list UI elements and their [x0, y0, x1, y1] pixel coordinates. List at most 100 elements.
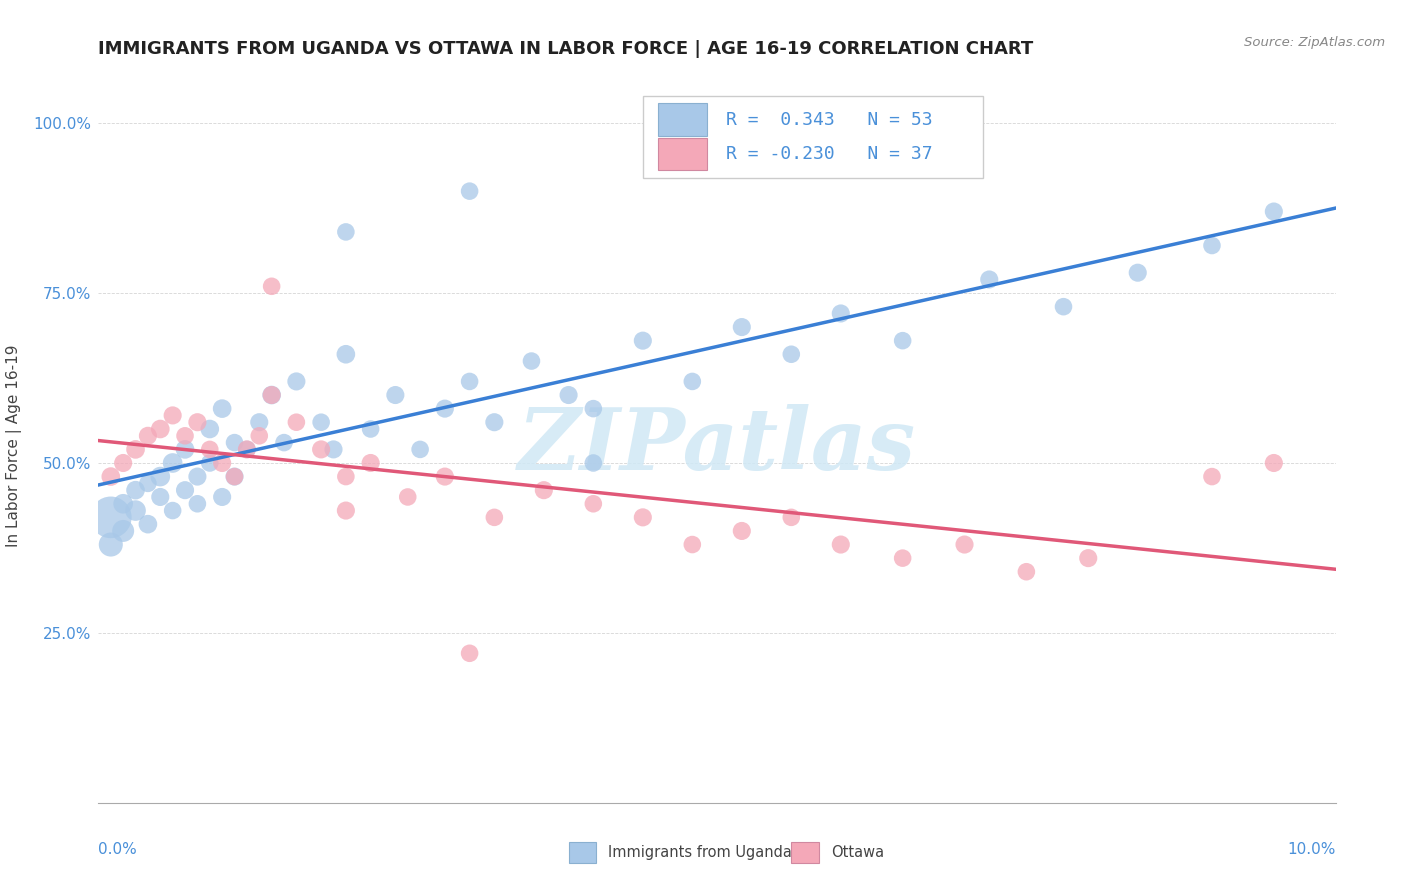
Point	[1126, 266, 1149, 280]
Bar	[792, 842, 818, 863]
Point	[186, 415, 208, 429]
Point	[433, 469, 456, 483]
Bar	[658, 103, 707, 136]
Point	[149, 490, 172, 504]
Point	[458, 375, 481, 389]
Point	[582, 456, 605, 470]
Point	[236, 442, 259, 457]
Text: IMMIGRANTS FROM UGANDA VS OTTAWA IN LABOR FORCE | AGE 16-19 CORRELATION CHART: IMMIGRANTS FROM UGANDA VS OTTAWA IN LABO…	[98, 40, 1033, 58]
Point	[484, 510, 506, 524]
FancyBboxPatch shape	[643, 96, 983, 178]
Point	[224, 469, 246, 483]
Text: R = -0.230   N = 37: R = -0.230 N = 37	[725, 145, 932, 162]
Text: ZIPatlas: ZIPatlas	[517, 404, 917, 488]
Point	[260, 388, 283, 402]
Point	[1201, 469, 1223, 483]
Bar	[568, 842, 596, 863]
Text: 0.0%: 0.0%	[98, 842, 138, 857]
Point	[484, 415, 506, 429]
Point	[162, 409, 184, 423]
Point	[309, 442, 332, 457]
Point	[681, 537, 703, 551]
Point	[211, 456, 233, 470]
Point	[384, 388, 406, 402]
Point	[136, 429, 159, 443]
Point	[112, 524, 135, 538]
Point	[322, 442, 344, 457]
Point	[149, 422, 172, 436]
Point	[260, 279, 283, 293]
Point	[533, 483, 555, 498]
Point	[681, 375, 703, 389]
Point	[360, 422, 382, 436]
Point	[224, 469, 246, 483]
Point	[136, 517, 159, 532]
Point	[979, 272, 1001, 286]
Point	[100, 510, 122, 524]
Point	[1263, 456, 1285, 470]
Point	[433, 401, 456, 416]
Point	[731, 320, 754, 334]
Point	[891, 334, 914, 348]
Point	[582, 401, 605, 416]
Point	[124, 442, 146, 457]
Point	[174, 483, 197, 498]
Point	[891, 551, 914, 566]
Point	[136, 476, 159, 491]
Point	[224, 435, 246, 450]
Point	[100, 469, 122, 483]
Text: Source: ZipAtlas.com: Source: ZipAtlas.com	[1244, 36, 1385, 49]
Text: 10.0%: 10.0%	[1288, 842, 1336, 857]
Point	[458, 184, 481, 198]
Point	[174, 442, 197, 457]
Text: Immigrants from Uganda: Immigrants from Uganda	[609, 846, 792, 860]
Point	[285, 415, 308, 429]
Point	[124, 503, 146, 517]
Point	[335, 347, 357, 361]
Point	[335, 469, 357, 483]
Point	[198, 456, 221, 470]
Point	[112, 497, 135, 511]
Point	[409, 442, 432, 457]
Point	[731, 524, 754, 538]
Point	[186, 469, 208, 483]
Point	[458, 646, 481, 660]
Point	[198, 442, 221, 457]
Point	[557, 388, 579, 402]
Point	[631, 510, 654, 524]
Point	[830, 537, 852, 551]
Point	[953, 537, 976, 551]
Point	[247, 415, 270, 429]
Point	[247, 429, 270, 443]
Point	[335, 503, 357, 517]
Point	[1201, 238, 1223, 252]
Point	[631, 334, 654, 348]
Point	[100, 537, 122, 551]
Point	[198, 422, 221, 436]
Point	[149, 469, 172, 483]
Point	[211, 490, 233, 504]
Point	[186, 497, 208, 511]
Point	[162, 503, 184, 517]
Point	[309, 415, 332, 429]
Point	[396, 490, 419, 504]
Point	[112, 456, 135, 470]
Point	[236, 442, 259, 457]
Point	[335, 225, 357, 239]
Text: R =  0.343   N = 53: R = 0.343 N = 53	[725, 111, 932, 128]
Point	[780, 347, 803, 361]
Point	[174, 429, 197, 443]
Point	[780, 510, 803, 524]
Point	[582, 497, 605, 511]
Point	[360, 456, 382, 470]
Y-axis label: In Labor Force | Age 16-19: In Labor Force | Age 16-19	[7, 344, 22, 548]
Text: Ottawa: Ottawa	[831, 846, 884, 860]
Point	[520, 354, 543, 368]
Point	[124, 483, 146, 498]
Point	[1015, 565, 1038, 579]
Point	[260, 388, 283, 402]
Point	[273, 435, 295, 450]
Point	[1077, 551, 1099, 566]
Point	[162, 456, 184, 470]
Point	[285, 375, 308, 389]
